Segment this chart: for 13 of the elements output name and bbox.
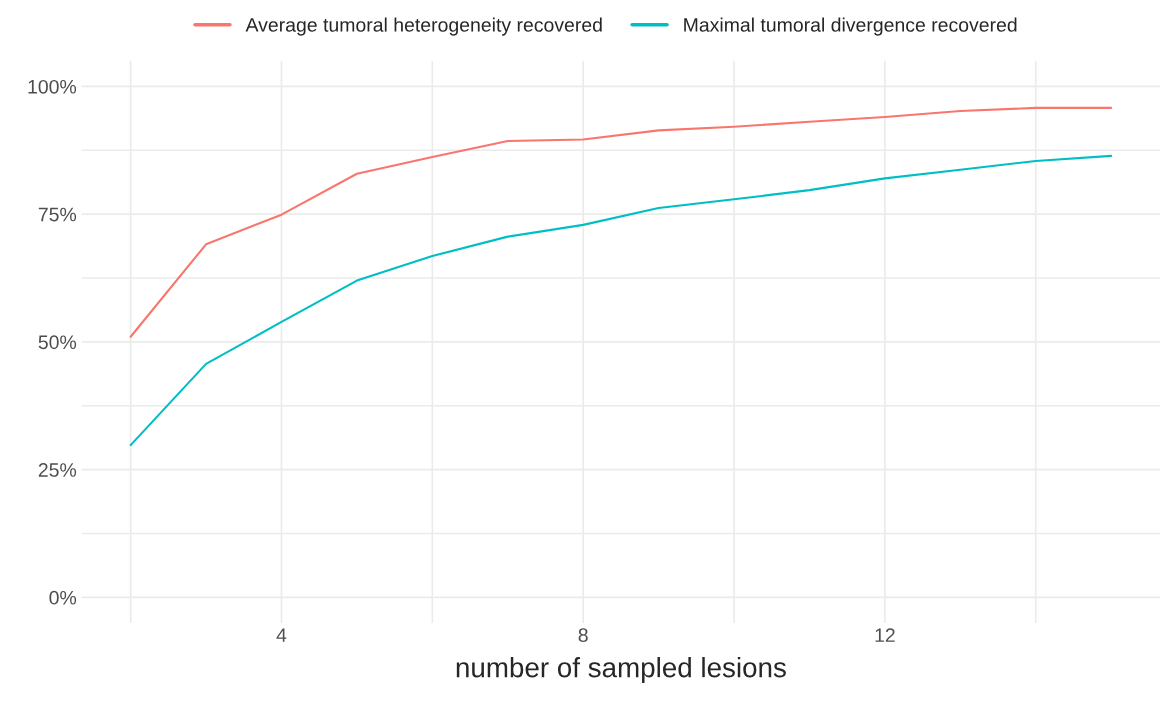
y-tick-label: 25% [38,463,77,477]
y-tick-label: 100% [28,79,77,94]
y-tick-label: 0% [49,590,77,605]
legend-label: Average tumoral heterogeneity recovered [245,17,602,36]
x-tick-label: 12 [875,628,895,642]
line-series [129,106,1113,338]
legend-label: Maximal tumoral divergence recovered [684,17,1017,36]
x-axis-title: number of sampled lesions [456,657,786,683]
y-tick-label: 50% [38,335,77,350]
x-tick-label: 4 [276,628,287,642]
line-series [129,154,1113,447]
y-tick-label: 75% [38,207,77,222]
x-tick-label: 8 [578,628,588,643]
